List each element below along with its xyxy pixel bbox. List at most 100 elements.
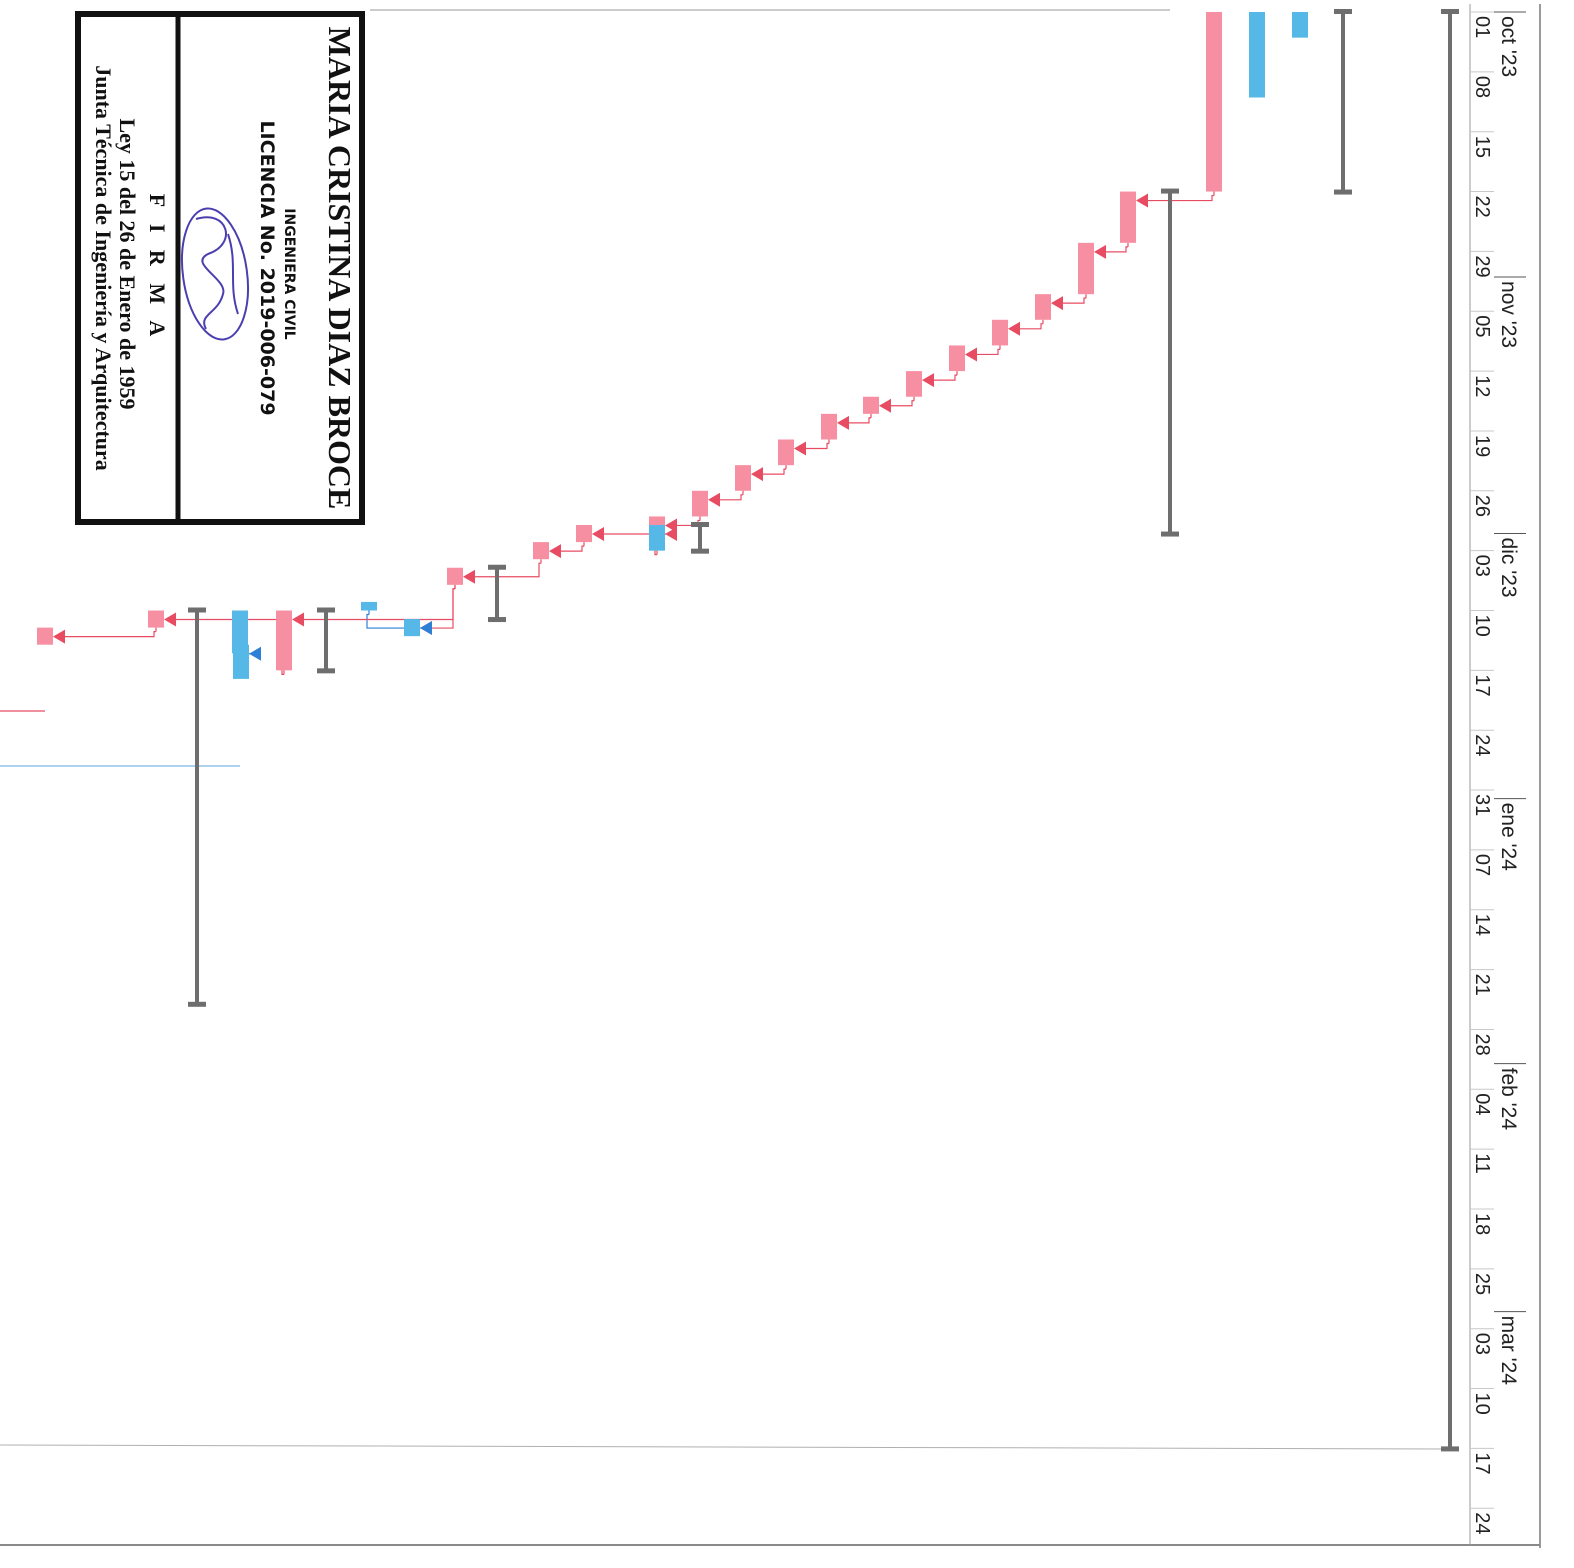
critical-task-bar	[148, 610, 164, 628]
critical-task-bar	[1035, 294, 1051, 320]
critical-task-bar	[735, 465, 751, 491]
critical-task-bar	[692, 490, 708, 517]
dependency-arrowhead	[751, 467, 763, 482]
dependency-link	[422, 584, 456, 629]
month-label: dic '23	[1497, 538, 1520, 598]
week-label: 26	[1471, 495, 1493, 517]
normal-task-bar	[404, 619, 420, 637]
dependency-arrowhead	[164, 612, 176, 627]
normal-task-bar	[361, 601, 377, 611]
summary-bar-end-cap	[1441, 1446, 1459, 1452]
month-label: nov '23	[1497, 281, 1520, 348]
week-label: 22	[1471, 196, 1493, 218]
dependency-link	[796, 439, 830, 450]
critical-task-bar	[37, 627, 53, 645]
dependency-arrowhead	[1051, 296, 1063, 311]
dependency-link	[1138, 191, 1215, 202]
critical-task-bar	[1206, 12, 1222, 192]
summary-bar-start-cap	[691, 522, 709, 527]
summary-bar-start-cap	[488, 564, 506, 570]
dependency-arrowhead	[249, 646, 261, 661]
critical-task-bar	[1078, 242, 1094, 295]
critical-task-bar	[821, 413, 837, 440]
week-label: 04	[1471, 1093, 1493, 1115]
week-label: 01	[1471, 16, 1493, 38]
week-label: 15	[1471, 136, 1493, 158]
normal-task-bar	[233, 644, 249, 679]
week-label: 17	[1471, 1452, 1493, 1474]
dependency-arrowhead	[922, 373, 934, 388]
normal-task-bar	[232, 610, 248, 654]
dependency-link	[1010, 319, 1044, 330]
critical-task-bar	[576, 525, 592, 543]
dependency-arrowhead	[965, 347, 977, 362]
critical-task-bar	[863, 396, 879, 414]
summary-bar-start-cap	[317, 607, 335, 613]
dependency-arrowhead	[1008, 321, 1020, 336]
summary-bar-end-cap	[317, 668, 335, 674]
summary-bar-end-cap	[1334, 189, 1352, 195]
dependency-link	[366, 610, 422, 629]
critical-task-bar	[778, 439, 794, 466]
dependency-link	[1053, 294, 1087, 304]
task-bars	[37, 9, 1459, 1452]
dependency-link	[465, 559, 542, 578]
week-label: 18	[1471, 1213, 1493, 1235]
dependency-arrowhead	[794, 441, 806, 456]
month-label: ene '24	[1497, 803, 1520, 872]
timescale: 01 08 15 22 29 05 12 19 26 03 10 17 24 31 07 14 21 28 04 11…	[1470, 11, 1526, 1535]
critical-task-bar	[447, 567, 463, 585]
dependency-link	[924, 371, 958, 381]
week-label: 24	[1471, 734, 1493, 756]
critical-task-bar	[1120, 191, 1136, 243]
dependency-arrowhead	[463, 569, 475, 584]
week-label: 05	[1471, 315, 1493, 337]
week-label: 03	[1471, 1333, 1493, 1355]
dependency-link	[839, 413, 872, 424]
dependency-link	[551, 542, 585, 552]
critical-task-bar	[906, 371, 922, 397]
bottom-rule	[0, 1444, 1451, 1450]
dependency-link	[710, 490, 744, 501]
week-label: 29	[1471, 255, 1493, 277]
dependency-arrowhead	[1136, 193, 1148, 208]
dependency-link	[294, 584, 456, 621]
summary-bar-end-cap	[488, 617, 506, 623]
dependency-arrowhead	[879, 398, 891, 413]
summary-bar-start-cap	[1441, 9, 1459, 14]
dependency-link	[967, 345, 1001, 356]
critical-task-bar	[992, 319, 1008, 346]
summary-bar-start-cap	[1334, 9, 1352, 14]
week-label: 12	[1471, 375, 1493, 397]
summary-bar-end-cap	[188, 1001, 206, 1007]
normal-task-bar	[649, 525, 665, 551]
week-label: 08	[1471, 76, 1493, 98]
dependency-link	[881, 396, 915, 407]
summary-bar-start-cap	[1161, 188, 1179, 194]
week-label: 07	[1471, 854, 1493, 876]
critical-task-bar	[949, 345, 965, 372]
week-label: 14	[1471, 914, 1493, 936]
month-label: mar '24	[1497, 1316, 1520, 1386]
summary-bar-end-cap	[1161, 531, 1179, 537]
dependency-arrowhead	[837, 415, 849, 430]
dependency-link	[1096, 242, 1129, 253]
week-label: 10	[1471, 615, 1493, 637]
dependency-arrowhead	[549, 544, 561, 559]
summary-bar-start-cap	[188, 607, 206, 613]
normal-task-bar	[1249, 12, 1265, 98]
dependency-arrowhead	[420, 621, 432, 636]
summary-bar-end-cap	[691, 548, 709, 554]
week-label: 03	[1471, 555, 1493, 577]
dependency-arrowhead	[592, 527, 604, 541]
month-label: oct '23	[1497, 16, 1520, 77]
dependency-link	[55, 627, 157, 638]
dependency-arrowhead	[53, 629, 65, 644]
dependency-arrowhead	[708, 492, 720, 507]
critical-task-bar	[533, 542, 549, 560]
chart-frame	[0, 4, 1541, 1548]
week-label: 28	[1471, 1033, 1493, 1055]
week-label: 21	[1471, 974, 1493, 996]
dependency-link	[166, 618, 285, 675]
dependency-arrowhead	[665, 527, 677, 541]
